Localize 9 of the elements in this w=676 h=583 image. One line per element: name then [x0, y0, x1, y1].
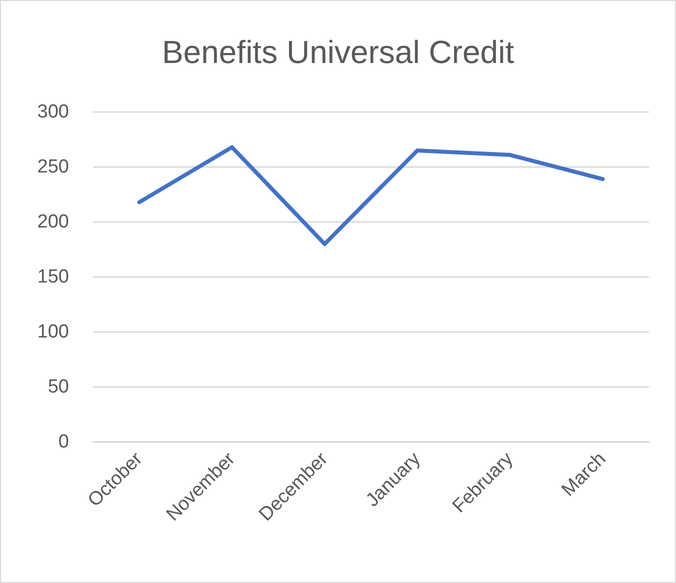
y-tick-label: 150: [37, 266, 69, 288]
y-tick-label: 0: [58, 432, 69, 452]
y-tick-label: 300: [37, 102, 69, 122]
y-tick-label: 250: [37, 156, 69, 178]
y-tick-label: 100: [37, 322, 69, 342]
chart-title: Benefits Universal Credit: [162, 34, 514, 70]
y-tick-label: 50: [48, 376, 69, 398]
line-series: [137, 145, 605, 246]
y-tick-label: 200: [37, 212, 69, 232]
